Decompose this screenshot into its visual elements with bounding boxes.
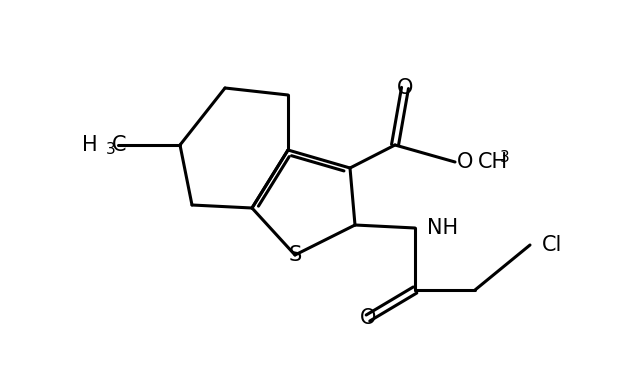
Text: O: O: [457, 152, 474, 172]
Text: S: S: [289, 245, 301, 265]
Text: H: H: [83, 135, 98, 155]
Text: O: O: [397, 78, 413, 98]
Text: O: O: [360, 308, 376, 328]
Text: CH: CH: [478, 152, 508, 172]
Text: 3: 3: [500, 151, 509, 165]
Text: C: C: [112, 135, 127, 155]
Text: NH: NH: [427, 218, 458, 238]
Text: 3: 3: [106, 142, 116, 156]
Text: Cl: Cl: [542, 235, 563, 255]
